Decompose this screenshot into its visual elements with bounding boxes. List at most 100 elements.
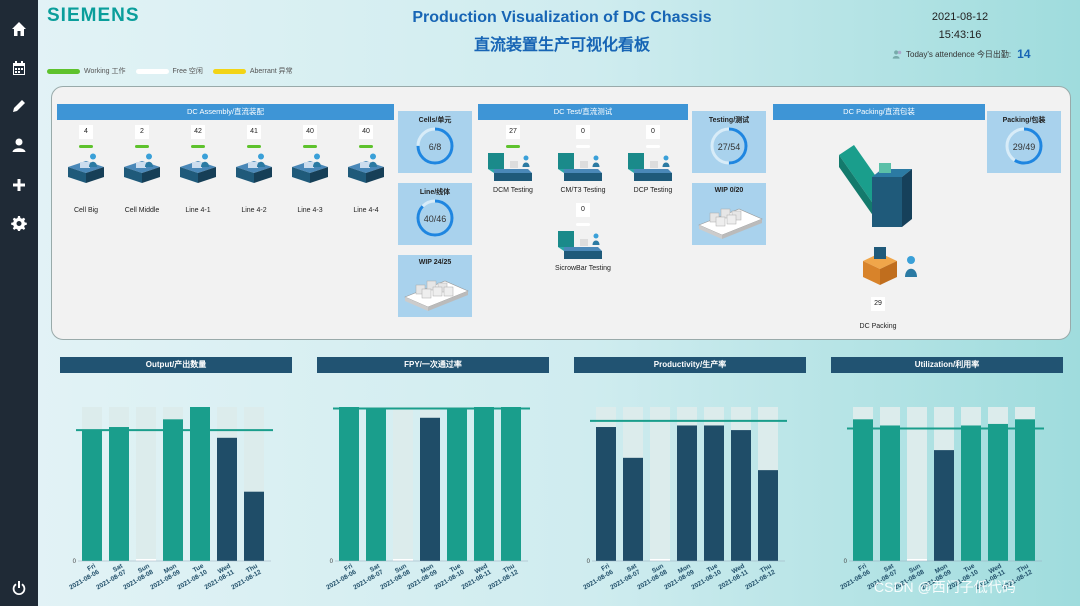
fpy-chart-title: FPY/一次通过率 <box>317 357 549 373</box>
y-tick-label: 0 <box>73 559 77 565</box>
chart-bar[interactable] <box>650 559 670 561</box>
page-title-en: Production Visualization of DC Chassis <box>412 9 712 26</box>
chart-bar[interactable] <box>934 450 954 561</box>
chart-bar[interactable] <box>853 419 873 561</box>
pencil-icon[interactable] <box>0 92 38 120</box>
user-icon[interactable] <box>0 131 38 159</box>
testing-gauge-ring <box>710 127 748 165</box>
chart-bar[interactable] <box>731 430 751 561</box>
packing-gauge-label: Packing/包装 <box>1002 117 1046 124</box>
chart-bar[interactable] <box>988 423 1008 561</box>
station-icon[interactable] <box>628 151 674 186</box>
station-icon[interactable] <box>178 153 218 188</box>
calendar-icon[interactable] <box>0 54 38 82</box>
wip-tray-icon <box>404 280 469 311</box>
station-icon[interactable] <box>558 229 604 264</box>
chart-bar[interactable] <box>109 427 129 561</box>
chart-bar[interactable] <box>420 417 440 561</box>
chart-bar[interactable] <box>82 430 102 561</box>
production-panel: DC Assembly/直流装配 4 Cell Big 2 Cell Middle 42… <box>51 86 1071 340</box>
station-label: Cell Big <box>73 207 99 214</box>
workstation-icon <box>180 153 216 183</box>
test-bench-icon <box>558 153 602 181</box>
bar-background <box>393 407 413 561</box>
test-header: DC Test/直流测试 <box>478 104 688 120</box>
station-icon[interactable] <box>234 153 274 188</box>
chart-bar[interactable] <box>217 437 237 561</box>
packing-gauge-value: 29/49 <box>1012 142 1036 152</box>
packing-count: 29 <box>871 297 885 311</box>
workstation-icon <box>348 153 384 183</box>
line-gauge: Line/线体 40/46 <box>398 183 472 245</box>
chart-bar[interactable] <box>501 407 521 561</box>
home-icon[interactable] <box>0 15 38 43</box>
station-count: 4 <box>79 125 93 139</box>
station-icon[interactable] <box>346 153 386 188</box>
workstation-icon <box>236 153 272 183</box>
testing-gauge-label: Testing/测试 <box>708 117 750 124</box>
station-icon[interactable] <box>66 153 106 188</box>
x-tick-label: Thu2021-08-12 <box>741 562 777 591</box>
chart-bar[interactable] <box>677 425 697 561</box>
plus-icon[interactable] <box>0 171 38 199</box>
chart-bar[interactable] <box>393 559 413 561</box>
chart-bar[interactable] <box>880 425 900 561</box>
chart-bar[interactable] <box>244 491 264 561</box>
station-icon[interactable] <box>488 151 534 186</box>
status-legend: Working 工作 Free 空闲 Aberrant 异常 <box>47 66 293 76</box>
bar-background <box>136 407 156 561</box>
chart-bar[interactable] <box>907 559 927 561</box>
bar-background <box>907 407 927 561</box>
attendance-value: 14 <box>1017 47 1031 61</box>
station-count: 40 <box>359 125 373 139</box>
chart-bar[interactable] <box>474 407 494 561</box>
chart-bar[interactable] <box>339 407 359 561</box>
station-count: 0 <box>576 203 590 217</box>
chart-bar[interactable] <box>163 419 183 561</box>
cells-gauge: Cells/单元 6/8 <box>398 111 472 173</box>
x-tick-label: Tue2021-08-10 <box>430 562 466 591</box>
station-icon[interactable] <box>290 153 330 188</box>
test-wip-label: WIP 0/20 <box>714 187 744 194</box>
cells-gauge-value: 6/8 <box>428 142 442 152</box>
station-count: 27 <box>506 125 520 139</box>
chart-bar[interactable] <box>961 425 981 561</box>
assembly-wip: WIP 24/25 <box>398 255 472 317</box>
attendance-label: Today's attendence 今日出勤: <box>906 49 1012 59</box>
chart-bar[interactable] <box>447 408 467 561</box>
chart-bar[interactable] <box>596 427 616 561</box>
page-title-cn: 直流装置生产可视化看板 <box>473 37 650 54</box>
test-wip: WIP 0/20 <box>692 183 766 245</box>
chart-bar[interactable] <box>758 470 778 561</box>
station-label: SicrowBar Testing <box>555 265 611 272</box>
station-count: 0 <box>646 125 660 139</box>
bar-background <box>650 407 670 561</box>
chart-bar[interactable] <box>704 425 724 561</box>
legend-aberrant-label: Aberrant 异常 <box>249 68 293 75</box>
station-icon[interactable] <box>122 153 162 188</box>
gear-icon[interactable] <box>0 209 38 237</box>
assembly-header: DC Assembly/直流装配 <box>57 104 394 120</box>
station-label: Line 4-2 <box>241 207 267 214</box>
wip-tray-icon <box>698 208 763 239</box>
station-label: Line 4-1 <box>185 207 211 214</box>
chart-bar[interactable] <box>366 408 386 561</box>
chart-bar[interactable] <box>190 407 210 561</box>
station-status <box>79 145 93 148</box>
chart-bar[interactable] <box>623 457 643 561</box>
station-status <box>359 145 373 148</box>
station-status <box>506 145 520 148</box>
chart-bar[interactable] <box>1015 419 1035 561</box>
siemens-logo: SIEMENS <box>47 5 140 26</box>
station-icon[interactable] <box>558 151 604 186</box>
workstation-icon <box>292 153 328 183</box>
legend-free-swatch <box>135 68 169 74</box>
chart-bar[interactable] <box>136 559 156 561</box>
station-status <box>247 145 261 148</box>
power-icon[interactable] <box>0 574 38 602</box>
station-count: 40 <box>303 125 317 139</box>
test-bench-icon <box>628 153 672 181</box>
attendance: Today's attendence 今日出勤: 14 <box>892 47 1031 61</box>
station-label: Line 4-4 <box>353 207 379 214</box>
